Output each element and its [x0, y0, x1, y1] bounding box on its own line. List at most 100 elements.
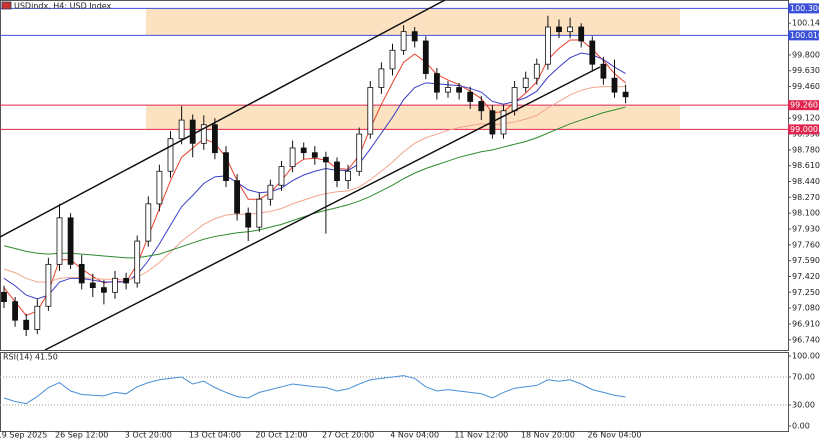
x-tick-label: 26 Sep 12:00	[55, 431, 108, 440]
symbol-icon	[1, 1, 12, 10]
candle-body	[578, 26, 585, 42]
candle-body	[189, 119, 196, 144]
candle-body	[89, 282, 96, 289]
y-tick-label: 97.760	[792, 240, 820, 249]
candle-body	[200, 124, 207, 144]
candle-body	[622, 91, 629, 98]
y-tick-label: 98.610	[792, 161, 820, 170]
channel-upper	[0, 0, 446, 238]
candle-body	[300, 147, 307, 154]
y-tick-label: 0.00	[792, 422, 810, 431]
candle-body	[101, 287, 107, 293]
level-label: 100.300	[790, 4, 820, 13]
candle-body	[533, 63, 540, 79]
x-tick-label: 4 Nov 04:00	[390, 431, 439, 440]
y-tick-label: 97.080	[792, 304, 820, 313]
candle-body	[322, 156, 329, 163]
x-tick-label: 18 Nov 20:00	[521, 431, 575, 440]
plot	[1, 15, 629, 337]
level-label-box	[788, 30, 819, 41]
candle-body	[256, 198, 263, 228]
candle-body	[78, 263, 85, 284]
candle-body	[167, 138, 174, 172]
candle-body	[112, 277, 118, 293]
candle-body	[600, 63, 607, 79]
candle-body	[400, 31, 407, 51]
x-tick-label: 26 Nov 04:00	[588, 431, 642, 440]
y-tick-label: 97.420	[792, 272, 820, 281]
candle-body	[1, 291, 7, 302]
price-panel	[0, 0, 789, 351]
candle-body	[522, 77, 529, 88]
candle-body	[145, 203, 152, 242]
candle-body	[467, 91, 474, 102]
level-label: 100.010	[790, 31, 820, 40]
candle-body	[556, 26, 562, 33]
candle-body	[433, 73, 440, 93]
y-tick-label: 100.00	[792, 352, 820, 361]
x-tick-label: 19 Sep 2025	[0, 431, 47, 440]
candle-body	[34, 305, 41, 330]
y-tick-label: 100.141	[792, 19, 820, 28]
candle-body	[378, 68, 385, 88]
y-tick-label: 99.120	[792, 114, 820, 123]
channel-lower	[44, 66, 601, 351]
candle-body	[500, 110, 507, 135]
candle-body	[23, 319, 30, 330]
level-label: 99.000	[790, 125, 818, 134]
y-tick-label: 96.740	[792, 335, 820, 344]
level-label: 99.260	[790, 101, 818, 110]
y-tick-label: 99.460	[792, 82, 820, 91]
y-tick-label: 97.930	[792, 224, 820, 233]
candle-body	[67, 217, 74, 265]
level-label-box	[788, 3, 819, 14]
candle-body	[234, 180, 241, 214]
rsi-panel	[0, 352, 789, 432]
candle-body	[45, 263, 52, 307]
candle-body	[589, 40, 596, 65]
y-tick-label: 96.910	[792, 319, 820, 328]
candle-body	[211, 124, 218, 154]
zone	[146, 8, 680, 36]
level-label-box	[788, 124, 819, 135]
candle-body	[445, 87, 451, 93]
y-tick-label: 98.270	[792, 193, 820, 202]
candle-body	[478, 101, 485, 112]
candle-body	[123, 277, 129, 284]
candle-body	[156, 170, 163, 205]
x-tick-label: 11 Nov 12:00	[454, 431, 508, 440]
candle-body	[356, 133, 363, 172]
candle-body	[278, 166, 285, 186]
candle-body	[56, 217, 63, 265]
candle-body	[223, 152, 229, 181]
chart-title: USDindx, H4: USD Index	[14, 2, 112, 11]
y-tick-label: 30.00	[792, 401, 815, 410]
y-tick-label: 97.590	[792, 256, 820, 265]
y-tick-label: 99.630	[792, 66, 820, 75]
x-tick-label: 13 Oct 04:00	[189, 431, 241, 440]
candle-body	[345, 170, 352, 181]
rsi-title: RSI(14) 41.50	[3, 353, 58, 362]
x-tick-label: 20 Oct 12:00	[255, 431, 307, 440]
zones	[0, 7, 788, 130]
candle-body	[511, 87, 518, 112]
moving-average	[3, 86, 626, 283]
moving-average	[3, 52, 626, 300]
candle-body	[178, 119, 185, 140]
candle-body	[389, 49, 396, 70]
y-tick-label: 99.800	[792, 50, 820, 59]
y-tick-label: 98.440	[792, 177, 820, 186]
x-tick-label: 27 Oct 20:00	[322, 431, 374, 440]
candle-body	[456, 87, 463, 93]
y-tick-label: 98.780	[792, 145, 820, 154]
y-tick-label: 70.00	[792, 373, 815, 382]
candle-body	[334, 161, 340, 181]
moving-average	[3, 39, 626, 317]
candle-body	[545, 26, 551, 65]
candle-body	[289, 147, 296, 168]
level-label-box	[788, 100, 819, 111]
candle-body	[245, 212, 252, 228]
candle-body	[567, 26, 573, 33]
candle-body	[422, 40, 429, 74]
